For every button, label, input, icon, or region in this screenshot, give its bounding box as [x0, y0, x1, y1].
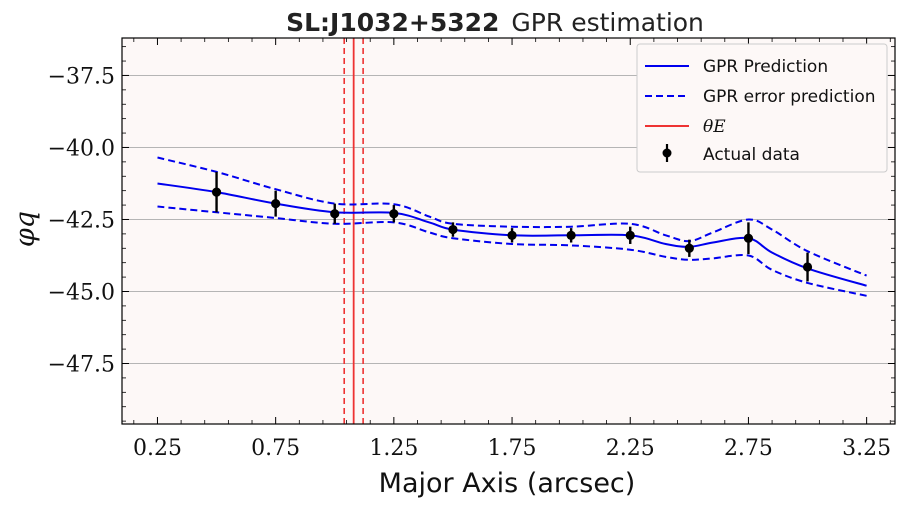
y-tick-label-4: −47.5	[48, 353, 115, 378]
plot-frame	[121, 37, 896, 425]
x-tick-label-3: 1.75	[488, 436, 537, 461]
actual-data-point-0	[211, 187, 222, 197]
legend-label-theta: θE	[703, 117, 726, 137]
y-tick-label-3: −45.0	[48, 280, 115, 305]
actual-data-point-5	[507, 230, 517, 240]
x-tick-label-6: 3.25	[842, 436, 891, 461]
x-axis-label: Major Axis (arcsec)	[379, 468, 636, 499]
actual-data-point-3	[389, 209, 399, 219]
legend-label-actual: Actual data	[703, 145, 800, 165]
x-tick-label-4: 2.25	[606, 436, 655, 461]
y-tick-label-2: −42.5	[48, 208, 115, 233]
gpr-error-lower-line	[157, 205, 867, 297]
actual-data-point-1	[271, 199, 281, 209]
legend-label-prediction: GPR Prediction	[703, 57, 828, 77]
actual-data-point-8	[684, 243, 694, 253]
chart-title-bold: SL:J1032+5322	[286, 8, 499, 37]
chart-title-rest: GPR estimation	[511, 8, 703, 37]
actual-data-point-7	[625, 230, 635, 240]
x-tick-label-0: 0.25	[133, 436, 182, 461]
actual-data-points	[211, 171, 813, 282]
actual-data-point-9	[743, 233, 754, 243]
legend-swatch-actual-marker	[662, 148, 672, 158]
actual-data-point-6	[566, 230, 576, 240]
y-tick-label-1: −40.0	[48, 136, 115, 161]
gpr-error-upper-line	[157, 156, 867, 277]
chart-title: SL:J1032+5322 GPR estimation	[286, 8, 704, 37]
legend-box	[636, 43, 888, 173]
actual-data-point-2	[330, 209, 340, 219]
x-tick-label-1: 0.75	[251, 436, 300, 461]
x-tick-label-5: 2.75	[724, 436, 773, 461]
actual-data-point-4	[448, 224, 458, 235]
y-tick-label-0: −37.5	[48, 64, 115, 89]
actual-data-point-10	[802, 262, 813, 272]
y-axis-label: φq	[10, 211, 41, 247]
axis-ticks: 0.25 0.75 1.25 1.75 2.25 2.75 3.25 −37.5 −40.0 −4…	[48, 38, 895, 461]
theta-e-lines	[343, 38, 364, 424]
x-tick-label-2: 1.25	[369, 436, 418, 461]
legend-label-error: GPR error prediction	[703, 87, 876, 107]
legend: GPR Prediction GPR error prediction θE A…	[636, 43, 888, 173]
